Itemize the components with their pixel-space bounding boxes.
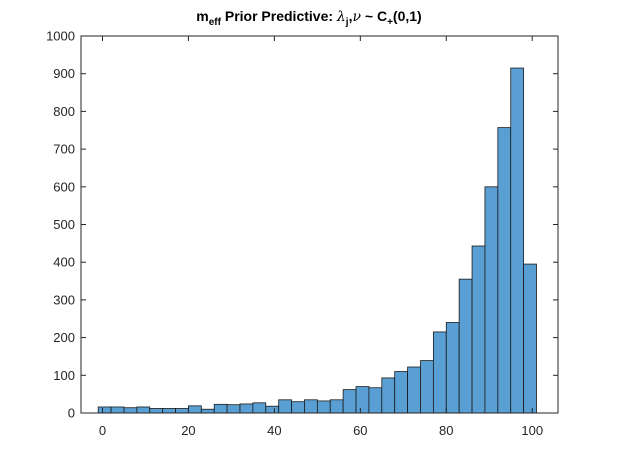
x-tick-label: 80 — [439, 423, 453, 438]
x-tick-label: 20 — [181, 423, 195, 438]
histogram-bar — [394, 371, 408, 414]
bars-group — [97, 67, 537, 414]
histogram-bar — [162, 408, 176, 414]
histogram-bar — [97, 406, 112, 414]
histogram-bar — [355, 386, 370, 414]
y-tick-label: 1000 — [46, 29, 75, 44]
histogram-bar — [188, 405, 202, 414]
histogram-bar — [213, 403, 228, 414]
histogram-bar — [484, 186, 499, 414]
histogram-bar — [381, 377, 396, 414]
y-tick-label: 200 — [53, 330, 75, 345]
title-m: m — [196, 8, 208, 24]
histogram-bar — [110, 406, 125, 414]
histogram-bar — [432, 331, 447, 414]
x-tick-label: 40 — [267, 423, 281, 438]
y-tick-label: 700 — [53, 142, 75, 157]
histogram-bar — [252, 402, 267, 414]
y-tick-label: 900 — [53, 66, 75, 81]
y-tick-label: 300 — [53, 292, 75, 307]
histogram-bar — [497, 127, 512, 414]
histogram-bar — [278, 399, 292, 414]
histogram-bar — [342, 389, 357, 414]
y-axis-ticks: 0 100 200 300 400 500 600 700 800 900 1000 — [46, 29, 558, 421]
histogram-bar — [304, 399, 318, 414]
title-m-sub: eff — [209, 17, 222, 28]
histogram-bar — [226, 404, 241, 414]
y-tick-label: 100 — [53, 368, 75, 383]
histogram-bar — [523, 263, 537, 414]
x-tick-label: 60 — [353, 423, 367, 438]
histogram-bar — [200, 408, 215, 414]
y-tick-label: 0 — [68, 406, 75, 421]
histogram-bar — [265, 405, 280, 414]
y-tick-label: 800 — [53, 104, 75, 119]
chart-title: meff Prior Predictive: λj,ν ~ C+(0,1) — [196, 8, 421, 28]
x-axis-ticks: 0 20 40 60 80 100 — [99, 36, 543, 438]
histogram-bar — [239, 403, 254, 414]
axes-box — [80, 35, 559, 414]
histogram-bar — [407, 366, 421, 414]
title-comma: , — [349, 8, 353, 24]
histogram-bar — [136, 406, 151, 414]
title-c-sub: + — [387, 17, 393, 28]
histogram-bar — [510, 67, 525, 414]
histogram-bar — [291, 401, 305, 414]
histogram-bar — [123, 407, 138, 414]
title-c: C — [377, 8, 387, 24]
title-nu: ν — [352, 9, 361, 25]
histogram-bar — [445, 322, 460, 414]
histogram-bar — [329, 399, 344, 414]
y-tick-label: 400 — [53, 255, 75, 270]
y-tick-label: 500 — [53, 217, 75, 232]
histogram-bar — [420, 360, 434, 414]
histogram-bar — [316, 400, 331, 414]
title-args: (0,1) — [393, 8, 422, 24]
histogram-bar — [149, 408, 164, 414]
x-tick-label: 0 — [99, 423, 106, 438]
title-lambda-sub: j — [345, 17, 349, 28]
histogram-bar — [458, 278, 473, 414]
title-lambda: λ — [336, 9, 346, 25]
y-tick-label: 600 — [53, 179, 75, 194]
x-tick-label: 100 — [521, 423, 543, 438]
title-sim: ~ — [365, 8, 373, 24]
histogram-bar — [471, 245, 486, 414]
title-text: Prior Predictive: — [225, 8, 333, 24]
histogram-bar — [175, 408, 189, 414]
histogram-bar — [368, 387, 383, 414]
